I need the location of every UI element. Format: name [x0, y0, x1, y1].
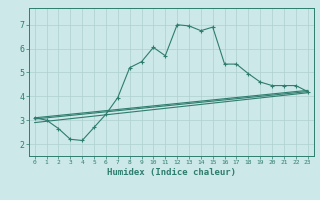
X-axis label: Humidex (Indice chaleur): Humidex (Indice chaleur) [107, 168, 236, 177]
